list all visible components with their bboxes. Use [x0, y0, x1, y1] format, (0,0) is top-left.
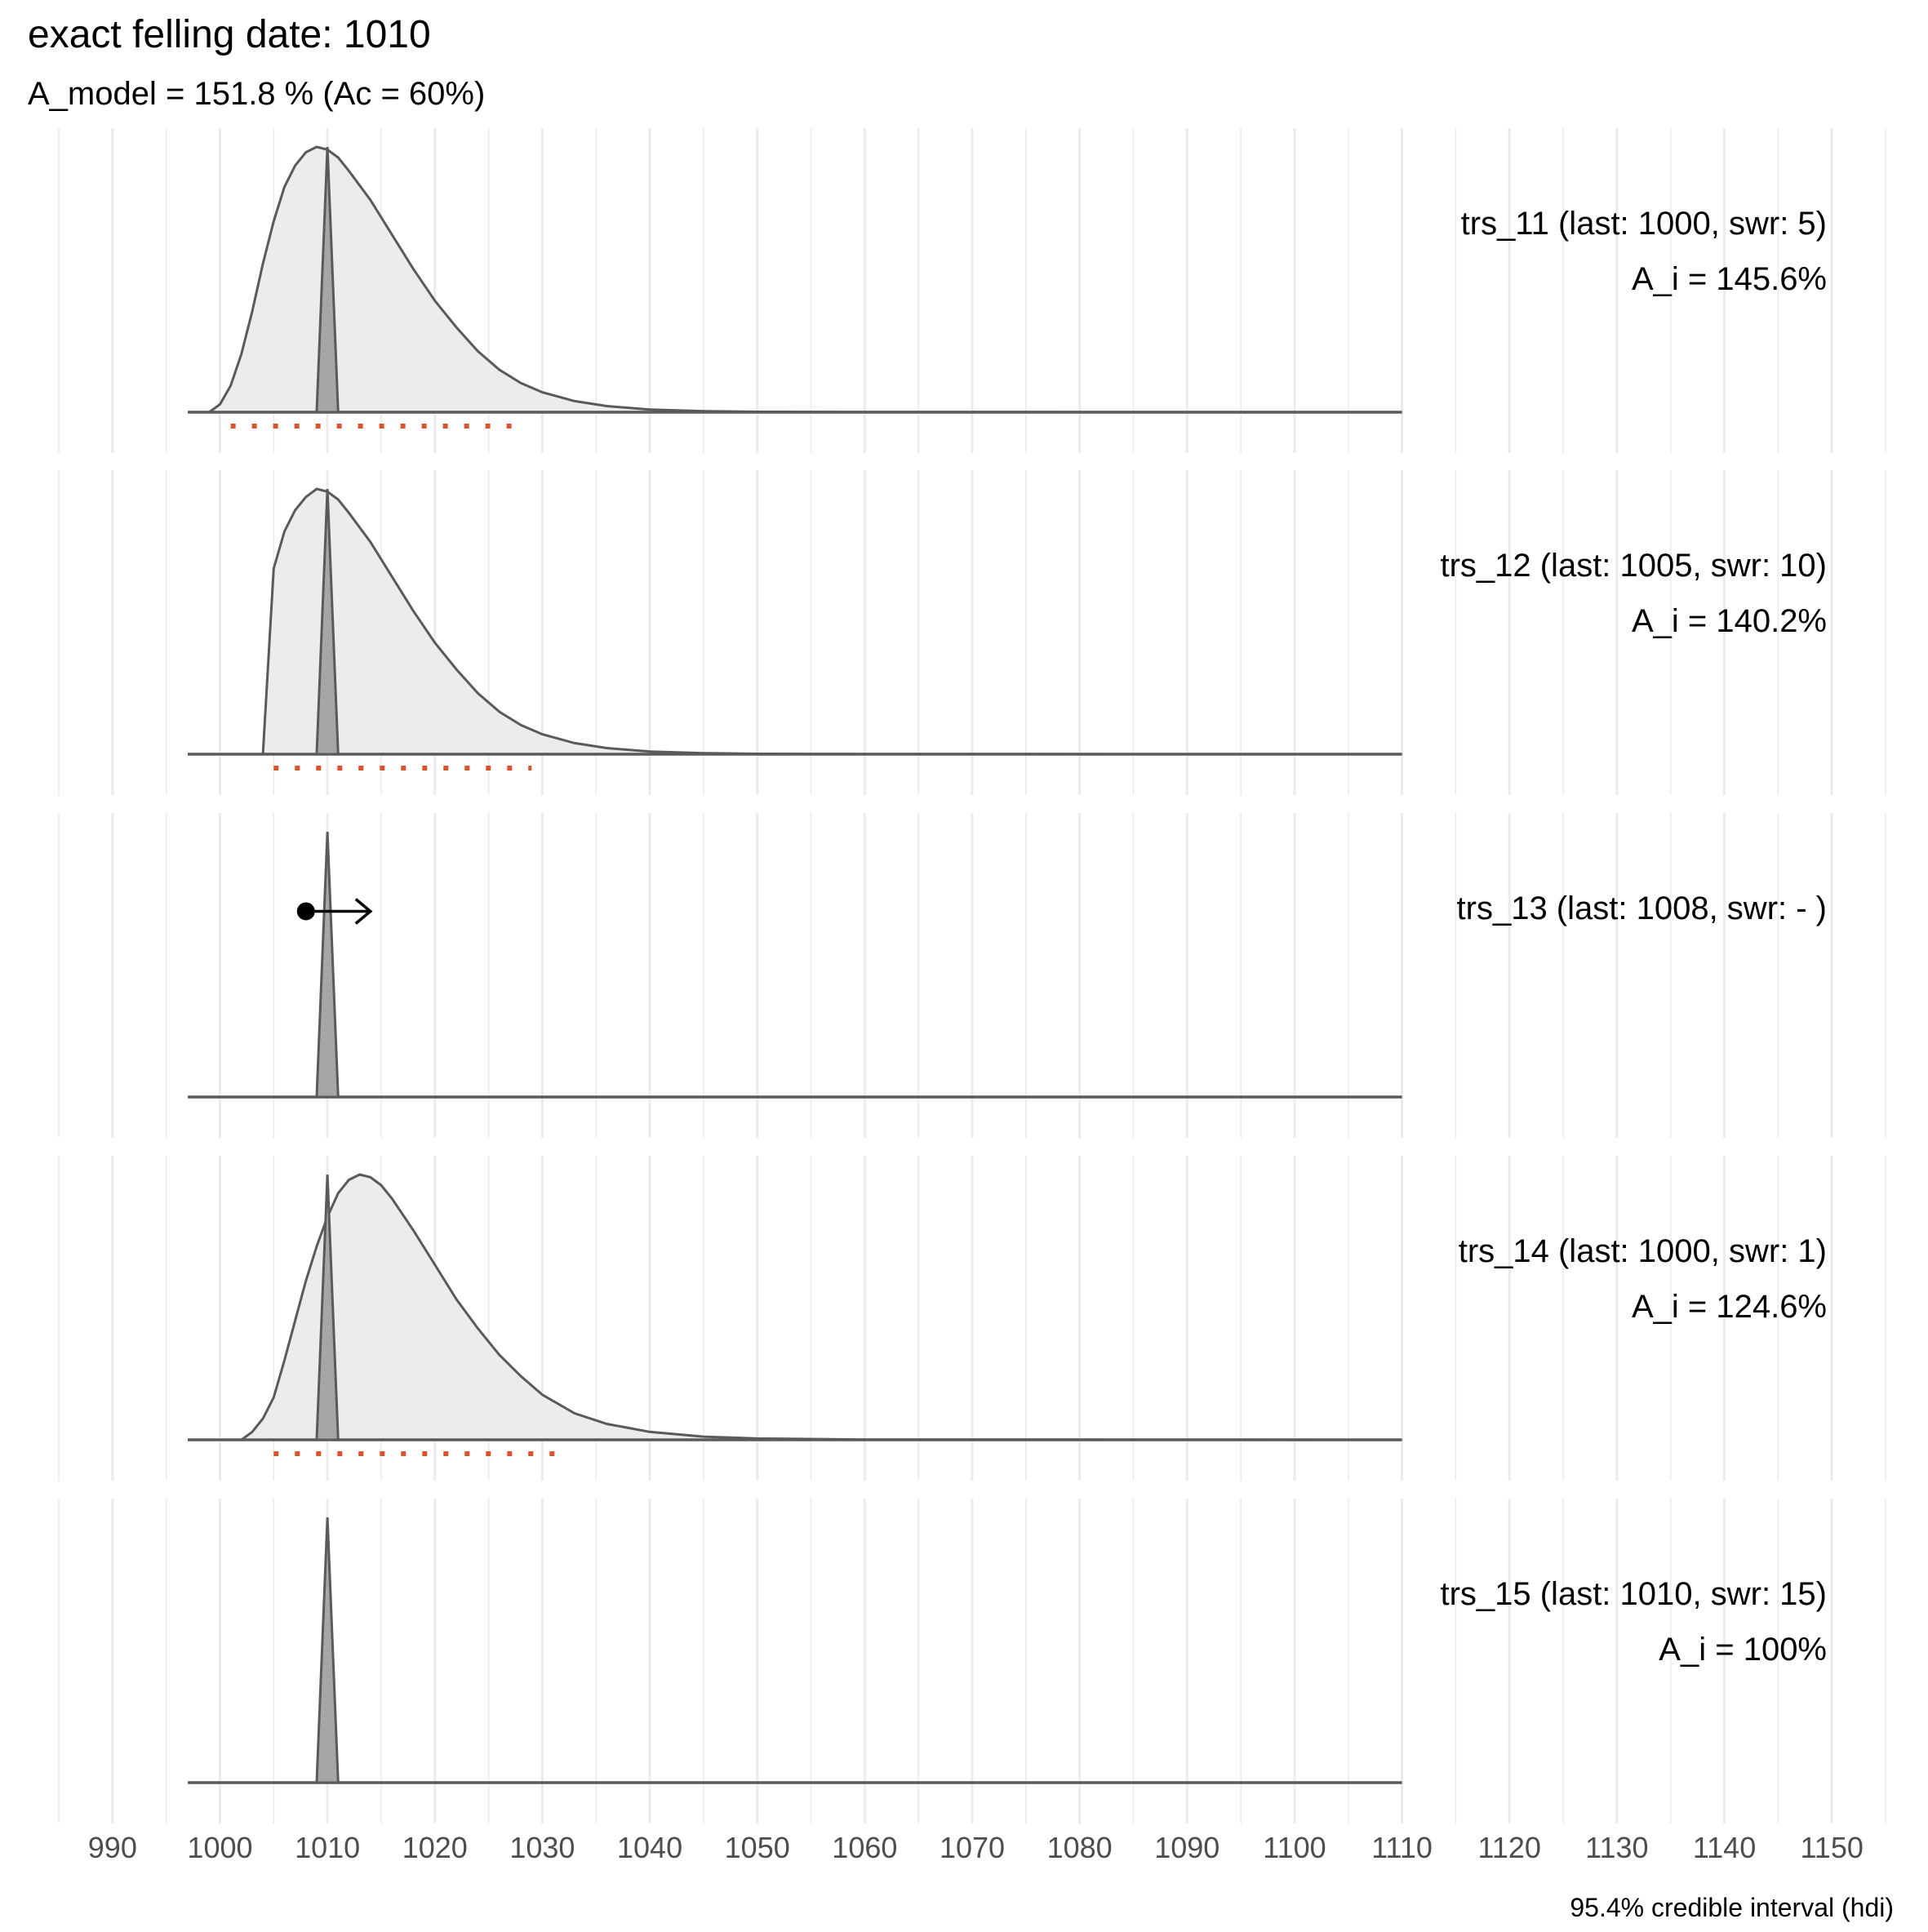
arrow-head: [354, 898, 373, 925]
x-tick-label: 1140: [1693, 1831, 1756, 1864]
felling-date-spike: [315, 831, 340, 1099]
panel-agreement: A_i = 124.6%: [1632, 1289, 1827, 1325]
panel-trs_12: trs_12 (last: 1005, swr: 10) A_i = 140.2%: [187, 487, 1827, 771]
density-line: [261, 487, 1402, 756]
panel-label: trs_14 (last: 1000, swr: 1): [1459, 1233, 1827, 1269]
panel-label: trs_15 (last: 1010, swr: 15): [1440, 1576, 1827, 1612]
x-tick-label: 1090: [1154, 1831, 1219, 1864]
panel-agreement: A_i = 100%: [1659, 1632, 1827, 1668]
density-area: [263, 489, 1402, 754]
panels-layer: trs_11 (last: 1000, swr: 5)A_i = 145.6%t…: [187, 145, 1827, 1784]
chart-caption: 95.4% credible interval (hdi): [1570, 1893, 1894, 1922]
density-area: [209, 147, 1402, 412]
density-line: [208, 145, 1402, 414]
felling-date-spike: [315, 1517, 340, 1784]
panel-trs_15: trs_15 (last: 1010, swr: 15) A_i = 100%: [187, 1517, 1827, 1784]
x-tick-label: 1050: [725, 1831, 790, 1864]
x-tick-label: 1030: [509, 1831, 575, 1864]
x-tick-label: 1010: [295, 1831, 360, 1864]
panel-label: trs_13 (last: 1008, swr: - ): [1457, 890, 1827, 926]
x-tick-label: 1040: [617, 1831, 682, 1864]
x-tick-label: 1020: [402, 1831, 468, 1864]
arrow-origin-point: [296, 902, 315, 921]
chart-title: exact felling date: 1010: [28, 13, 431, 56]
x-tick-label: 1080: [1047, 1831, 1113, 1864]
chart-subtitle: A_model = 151.8 % (Ac = 60%): [28, 76, 485, 112]
grid-layer: [58, 128, 1886, 1823]
density-area: [241, 1175, 1402, 1440]
felling-date-spike: [315, 146, 340, 414]
panel-label: trs_12 (last: 1005, swr: 10): [1440, 548, 1827, 584]
x-tick-label: 1060: [832, 1831, 897, 1864]
x-axis: 990 1000 1010 1020 1030 1040 1050 1060 1070 1080 1…: [88, 1831, 1864, 1864]
panel-agreement: A_i = 140.2%: [1632, 603, 1827, 639]
x-tick-label: 1000: [187, 1831, 252, 1864]
density-line: [240, 1173, 1402, 1441]
x-tick-label: 1120: [1478, 1831, 1541, 1864]
felling-date-spike: [315, 1174, 340, 1441]
x-tick-label: 990: [88, 1831, 137, 1864]
panel-label: trs_11 (last: 1000, swr: 5): [1461, 206, 1827, 242]
x-tick-label: 1110: [1371, 1831, 1433, 1864]
x-tick-label: 1070: [940, 1831, 1005, 1864]
panel-agreement: A_i = 145.6%: [1632, 261, 1827, 297]
felling-date-spike: [315, 488, 340, 756]
x-tick-label: 1100: [1263, 1831, 1326, 1864]
x-tick-label: 1150: [1800, 1831, 1863, 1864]
x-tick-label: 1130: [1585, 1831, 1648, 1864]
panel-trs_14: trs_14 (last: 1000, swr: 1) A_i = 124.6%: [187, 1173, 1827, 1456]
panel-trs_11: trs_11 (last: 1000, swr: 5) A_i = 145.6%: [187, 145, 1827, 429]
panel-trs_13: trs_13 (last: 1008, swr: - ): [187, 831, 1827, 1099]
